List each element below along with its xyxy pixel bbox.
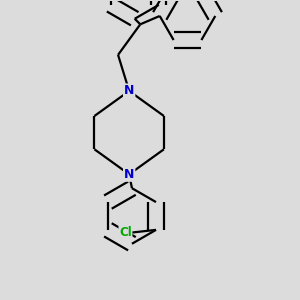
Text: Cl: Cl	[119, 226, 132, 239]
Text: N: N	[124, 168, 134, 181]
Text: N: N	[124, 85, 134, 98]
